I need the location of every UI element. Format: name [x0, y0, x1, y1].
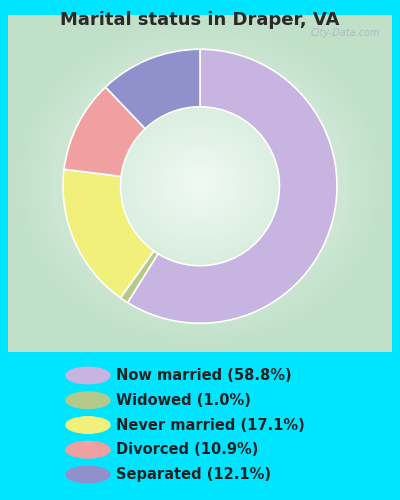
Circle shape: [66, 392, 110, 408]
Wedge shape: [120, 251, 158, 302]
Text: Marital status in Draper, VA: Marital status in Draper, VA: [60, 10, 340, 29]
Wedge shape: [106, 50, 200, 128]
Text: Separated (12.1%): Separated (12.1%): [116, 467, 271, 482]
Circle shape: [66, 367, 110, 384]
Circle shape: [66, 417, 110, 433]
Wedge shape: [64, 87, 145, 176]
Circle shape: [66, 466, 110, 483]
Text: Never married (17.1%): Never married (17.1%): [116, 418, 305, 432]
Wedge shape: [63, 170, 154, 298]
Wedge shape: [128, 50, 337, 323]
Text: Now married (58.8%): Now married (58.8%): [116, 368, 292, 383]
Circle shape: [66, 442, 110, 458]
Text: Divorced (10.9%): Divorced (10.9%): [116, 442, 258, 457]
Text: City-Data.com: City-Data.com: [311, 28, 380, 38]
Text: Widowed (1.0%): Widowed (1.0%): [116, 393, 251, 408]
